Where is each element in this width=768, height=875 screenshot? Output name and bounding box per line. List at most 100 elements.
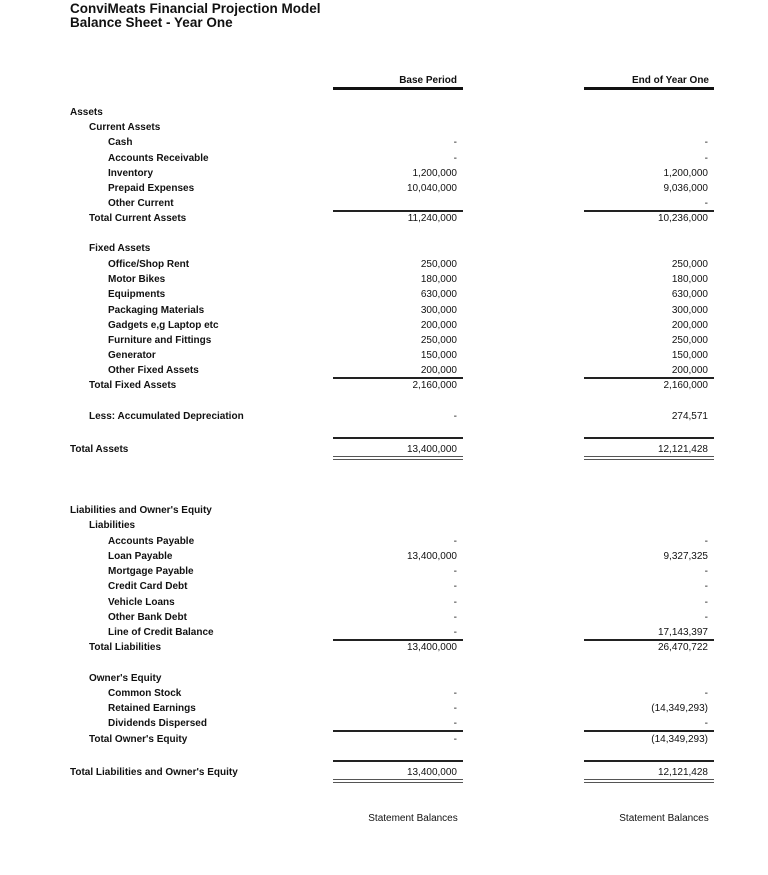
value-base-period: 11,240,000 [407, 213, 457, 224]
subtotal-rule-end [584, 730, 714, 732]
value-base-period: 1,200,000 [412, 168, 458, 179]
value-end-of-year-one: 274,571 [671, 411, 708, 422]
value-base-period: - [453, 581, 457, 592]
row-label: Furniture and Fittings [108, 335, 212, 346]
value-end-of-year-one: 630,000 [671, 289, 708, 300]
row-label: Less: Accumulated Depreciation [89, 411, 244, 422]
footer-end: Statement Balances [619, 813, 709, 824]
value-end-of-year-one: - [704, 153, 708, 164]
double-underline-end [584, 456, 714, 460]
row-label: Line of Credit Balance [108, 627, 214, 638]
value-base-period: 200,000 [420, 320, 457, 331]
value-base-period: 200,000 [420, 365, 457, 376]
value-end-of-year-one: - [704, 597, 708, 608]
column-header-end-of-year-one: End of Year One [631, 75, 709, 86]
value-base-period: 2,160,000 [412, 380, 458, 391]
subtotal-rule-end [584, 210, 714, 212]
double-underline-end [584, 779, 714, 783]
row-label: Accounts Receivable [108, 153, 209, 164]
subtotal-rule-end [584, 377, 714, 379]
row-label: Credit Card Debt [108, 581, 188, 592]
value-end-of-year-one: - [704, 581, 708, 592]
value-end-of-year-one: - [704, 536, 708, 547]
value-base-period: 250,000 [420, 259, 457, 270]
value-end-of-year-one: 9,327,325 [663, 551, 709, 562]
row-label: Vehicle Loans [108, 597, 175, 608]
value-base-period: 13,400,000 [406, 767, 457, 778]
value-end-of-year-one: 200,000 [671, 365, 708, 376]
row-label: Motor Bikes [108, 274, 166, 285]
row-label: Common Stock [108, 688, 182, 699]
subtotal-rule-base [333, 210, 463, 212]
value-base-period: - [453, 718, 457, 729]
row-label: Other Bank Debt [108, 612, 187, 623]
subtotal-rule-end [584, 760, 714, 762]
value-end-of-year-one: 12,121,428 [657, 767, 708, 778]
subtotal-rule-base [333, 760, 463, 762]
row-label: Retained Earnings [108, 703, 196, 714]
value-end-of-year-one: - [704, 612, 708, 623]
document-title: ConviMeats Financial Projection Model [70, 1, 321, 16]
value-end-of-year-one: 10,236,000 [657, 213, 708, 224]
row-label: Prepaid Expenses [108, 183, 195, 194]
row-label: Owner's Equity [89, 673, 162, 684]
value-base-period: - [453, 703, 457, 714]
footer-base: Statement Balances [368, 813, 458, 824]
value-base-period: - [453, 627, 457, 638]
value-base-period: 180,000 [420, 274, 457, 285]
row-label: Cash [108, 137, 133, 148]
row-label: Gadgets e,g Laptop etc [108, 320, 219, 331]
value-end-of-year-one: 1,200,000 [663, 168, 709, 179]
value-end-of-year-one: 17,143,397 [657, 627, 708, 638]
row-label: Loan Payable [108, 551, 173, 562]
subtotal-rule-base [333, 437, 463, 439]
value-end-of-year-one: (14,349,293) [651, 734, 708, 745]
row-label: Total Assets [70, 444, 129, 455]
value-base-period: 300,000 [420, 305, 457, 316]
subtotal-rule-base [333, 377, 463, 379]
value-end-of-year-one: 2,160,000 [663, 380, 709, 391]
value-end-of-year-one: 200,000 [671, 320, 708, 331]
subtotal-rule-end [584, 639, 714, 641]
row-label: Other Current [108, 198, 174, 209]
row-label: Other Fixed Assets [108, 365, 199, 376]
row-label: Total Owner's Equity [89, 734, 188, 745]
column-header-base-period: Base Period [399, 75, 457, 86]
value-end-of-year-one: - [704, 198, 708, 209]
row-label: Inventory [108, 168, 154, 179]
value-base-period: - [453, 536, 457, 547]
value-base-period: 150,000 [420, 350, 457, 361]
header-rule-end [584, 87, 714, 90]
row-label: Dividends Dispersed [108, 718, 207, 729]
value-base-period: - [453, 688, 457, 699]
subtotal-rule-base [333, 730, 463, 732]
value-base-period: - [453, 612, 457, 623]
value-base-period: 13,400,000 [406, 444, 457, 455]
value-end-of-year-one: - [704, 688, 708, 699]
value-base-period: - [453, 734, 457, 745]
subtotal-rule-end [584, 437, 714, 439]
row-label: Equipments [108, 289, 166, 300]
value-base-period: - [453, 153, 457, 164]
value-end-of-year-one: 250,000 [671, 259, 708, 270]
document-subtitle: Balance Sheet - Year One [70, 15, 233, 30]
row-label: Accounts Payable [108, 536, 195, 547]
value-base-period: 10,040,000 [406, 183, 457, 194]
value-base-period: - [453, 137, 457, 148]
value-end-of-year-one: (14,349,293) [651, 703, 708, 714]
row-label: Liabilities [89, 520, 136, 531]
value-end-of-year-one: 150,000 [671, 350, 708, 361]
value-base-period: - [453, 411, 457, 422]
value-end-of-year-one: 250,000 [671, 335, 708, 346]
row-label: Assets [70, 107, 103, 118]
value-end-of-year-one: 300,000 [671, 305, 708, 316]
row-label: Office/Shop Rent [108, 259, 190, 270]
row-label: Total Liabilities [89, 642, 162, 653]
value-end-of-year-one: 180,000 [671, 274, 708, 285]
double-underline-base [333, 456, 463, 460]
value-end-of-year-one: - [704, 718, 708, 729]
row-label: Generator [108, 350, 156, 361]
value-base-period: - [453, 597, 457, 608]
value-end-of-year-one: 9,036,000 [663, 183, 709, 194]
row-label: Mortgage Payable [108, 566, 194, 577]
